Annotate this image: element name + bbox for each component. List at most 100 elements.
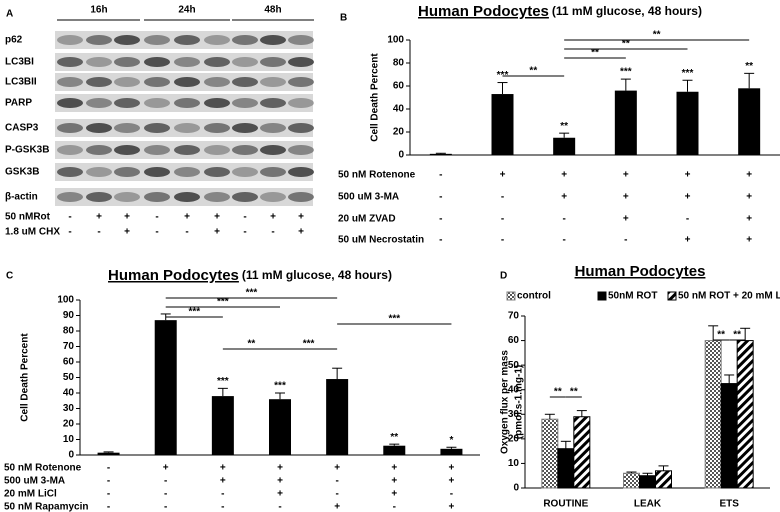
blot-band [232,35,258,45]
y-tick-label: 80 [393,58,405,69]
significance-label: *** [246,288,258,299]
y-axis-label: Cell Death Percent [20,333,31,422]
legend-swatch [597,291,607,301]
condition-mark: + [449,502,455,512]
blot-band [174,192,200,202]
y-tick-label: 30 [63,403,75,414]
condition-mark: + [391,476,397,487]
condition-mark: - [439,235,442,246]
panel-label: A [6,9,13,20]
blot-band [86,35,112,45]
y-tick-label: 80 [63,326,75,337]
condition-mark: + [500,170,506,181]
treatment-mark: + [298,227,304,238]
blot-band [144,167,170,177]
bar [573,416,591,489]
y-tick-label: 30 [508,409,520,420]
significance-label: ** [653,30,661,41]
blot-band [57,145,83,155]
significance-mark: *** [682,68,694,79]
blot-band [114,77,140,87]
treatment-mark: - [185,227,188,238]
blot-band [86,192,112,202]
condition-mark: - [107,489,110,500]
blot-band [174,35,200,45]
blot-band [288,98,314,108]
blot-band [232,123,258,133]
blot-band [260,192,286,202]
protein-label: LC3BI [5,57,34,68]
condition-mark: - [221,489,224,500]
blot-band [114,35,140,45]
blot-band [204,123,230,133]
blot-band [57,77,83,87]
condition-mark: + [334,463,340,474]
bar [557,448,575,489]
condition-mark: + [449,463,455,474]
condition-label: 500 uM 3-MA [4,476,65,487]
treatment-mark: + [214,212,220,223]
blot-band [288,123,314,133]
bar [383,445,406,455]
blot-band [204,145,230,155]
blot-band [86,98,112,108]
blot-band [260,57,286,67]
blot-band [204,167,230,177]
condition-mark: - [562,235,565,246]
y-tick-label: 90 [63,310,75,321]
blot-band [86,145,112,155]
blot-band [57,57,83,67]
y-tick-label: 60 [393,81,405,92]
bar [491,94,514,155]
condition-mark: - [164,502,167,512]
y-tick-label: 20 [63,419,75,430]
condition-mark: - [501,214,504,225]
condition-mark: - [107,502,110,512]
blot-band [86,77,112,87]
condition-label: 20 uM ZVAD [338,214,396,225]
blot-band [204,77,230,87]
treatment-mark: + [124,212,130,223]
condition-mark: - [439,192,442,203]
significance-label: ** [529,66,537,77]
treatment-mark: + [96,212,102,223]
blot-band [232,145,258,155]
panel-label: D [500,271,507,282]
condition-mark: + [746,214,752,225]
condition-mark: + [685,170,691,181]
condition-mark: + [220,463,226,474]
condition-mark: + [449,476,455,487]
bar [326,379,349,455]
blot-band [57,192,83,202]
condition-mark: - [439,214,442,225]
bar [429,153,452,155]
panel-label: C [6,271,13,282]
protein-label: CASP3 [5,123,39,134]
condition-mark: + [623,192,629,203]
y-axis-label: Oxygen flux per mass [500,350,511,454]
treatment-mark: - [155,227,158,238]
title-text: Human Podocytes [108,267,239,284]
condition-mark: - [624,235,627,246]
significance-label: *** [217,297,229,308]
condition-mark: - [164,476,167,487]
treatment-mark: + [270,212,276,223]
bar [639,475,656,489]
blot-band [57,98,83,108]
y-tick-label: 100 [387,35,404,46]
condition-mark: + [561,192,567,203]
condition-mark: - [393,502,396,512]
treatment-mark: - [155,212,158,223]
condition-mark: + [746,170,752,181]
significance-mark: * [449,435,453,446]
protein-label: LC3BII [5,77,37,88]
condition-mark: + [623,214,629,225]
condition-mark: + [685,235,691,246]
blot-band [288,35,314,45]
condition-mark: - [439,170,442,181]
protein-label: β-actin [5,192,38,203]
treatment-label: 50 nMRot [5,212,51,223]
title-text: Human Podocytes [418,3,549,20]
y-tick-label: 10 [508,458,520,469]
blot-band [288,145,314,155]
